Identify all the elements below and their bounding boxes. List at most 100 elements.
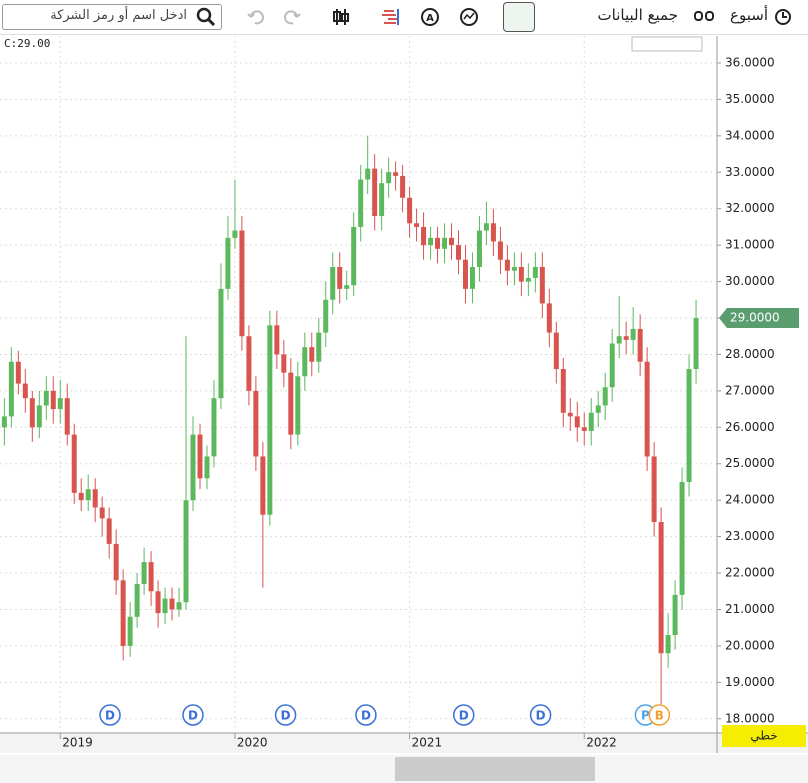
last-close-label: C:29.00 [4,37,50,50]
candle-body [64,398,70,435]
event-label: D [281,709,291,723]
candle-body [78,492,84,501]
candle-body [651,456,657,523]
search-box[interactable]: ادخل اسم أو رمز الشركة [2,4,222,30]
candle-body [553,332,559,370]
x-tick-label: 2020 [237,736,268,750]
candle-body [435,237,441,249]
candle-body [169,598,175,610]
candle-body [183,500,189,603]
candle-body [379,183,385,216]
event-label: D [459,709,469,723]
y-tick-label: 29.0000 [725,311,775,325]
candle-body [658,522,664,654]
event-label: D [536,709,546,723]
last-price-tag [719,308,799,329]
event-label: P [641,709,650,723]
candle-body [351,226,357,286]
y-tick-label: 32.0000 [725,201,775,215]
panel-controls[interactable] [631,36,703,52]
candle-body [546,303,552,333]
candle-body [344,285,350,289]
candle-body [588,412,594,431]
candle-body [476,230,482,267]
candle-body [211,398,217,457]
candle-body [239,230,245,337]
candle-body [532,266,538,278]
event-label: D [361,709,371,723]
candle-body [483,223,489,231]
candle-body [602,387,608,406]
undo-redo[interactable] [245,7,315,27]
event-marker [648,704,671,726]
period-button[interactable]: أسبوع [730,6,768,24]
search-icon[interactable] [193,5,219,29]
clock-icon [775,9,791,25]
candle-body [518,266,524,282]
event-marker [274,704,297,726]
style-label: خطي [750,729,777,743]
y-tick-label: 30.0000 [725,274,775,288]
candle-body [407,197,413,224]
candle-body [469,266,475,289]
event-marker [529,704,552,726]
y-tick-label: 18.0000 [725,711,775,725]
x-axis-strip [0,733,808,753]
candle-body [218,288,224,399]
candle-body [414,223,420,227]
candle-icon[interactable] [332,6,354,28]
candle-body [428,237,434,246]
event-label: D [188,709,198,723]
candle-body [490,223,496,242]
candle-body [679,481,685,595]
range-button[interactable]: جميع البيانات [597,6,678,24]
svg-text:A: A [426,13,434,24]
candle-body [337,266,343,289]
indicator-icon[interactable] [459,7,479,27]
candle-body [497,241,503,260]
candle-body [92,489,98,508]
volume-icon[interactable] [380,7,402,27]
scroll-area [0,755,808,783]
event-marker [634,704,657,726]
draw-button[interactable] [503,2,535,32]
event-marker [182,704,204,726]
y-tick-label: 33.0000 [725,165,775,179]
candle-body [162,598,168,614]
candle-body [644,361,650,457]
candle-body [323,299,329,333]
candle-body [225,237,231,289]
candle-body [141,562,147,584]
style-button[interactable] [722,725,806,747]
event-marker [355,704,377,726]
y-tick-label: 34.0000 [725,128,775,142]
candle-body [309,347,315,362]
scrollbar-thumb[interactable] [395,757,595,781]
candle-body [665,634,671,654]
candle-body [253,390,259,457]
y-tick-label: 19.0000 [725,675,775,689]
y-tick-label: 24.0000 [725,493,775,507]
y-tick-label: 21.0000 [725,602,775,616]
candle-body [616,336,622,344]
candle-body [148,562,154,592]
candle-body [295,376,301,435]
y-tick-label: 22.0000 [725,566,775,580]
candle-body [281,354,287,373]
candle-body [50,390,56,410]
candle-body [134,583,140,617]
candle-body [567,412,573,417]
candle-body [449,237,455,246]
auto-icon[interactable]: A [420,7,440,27]
event-marker [452,704,475,726]
last-price-label: 29.0000 [730,311,780,325]
candle-body [8,361,14,417]
candle-body [316,332,322,362]
y-tick-label: 27.0000 [725,383,775,397]
candle-body [539,266,545,304]
candle-body [637,328,643,362]
candle-body [29,398,35,428]
candle-body [57,398,63,410]
candle-body [176,602,182,610]
